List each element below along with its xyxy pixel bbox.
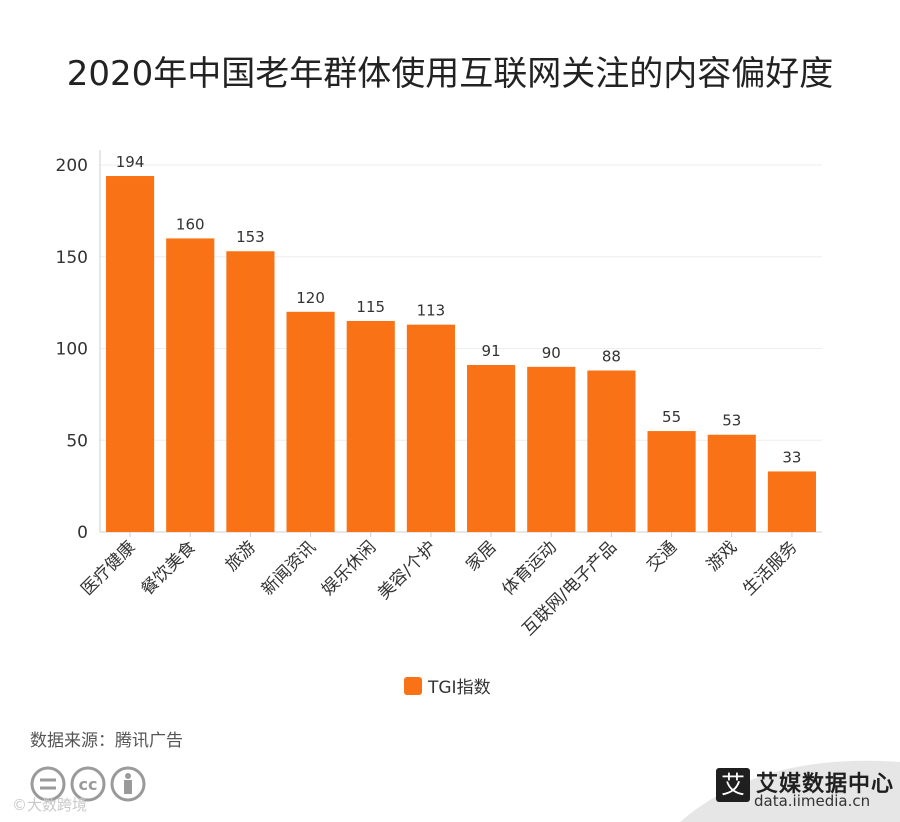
bar — [767, 471, 816, 532]
svg-text:cc: cc — [79, 775, 98, 794]
data-label: 90 — [542, 344, 561, 362]
data-label: 91 — [482, 342, 501, 360]
x-tick-label: 餐饮美食 — [138, 537, 200, 599]
data-labels: 194 160 153 120 115 113 91 90 88 55 53 33 — [116, 153, 802, 466]
y-tick-label: 0 — [77, 523, 88, 543]
x-tick-label: 旅游 — [222, 537, 260, 575]
person-icon — [110, 766, 146, 802]
y-tick-label: 100 — [56, 340, 88, 360]
data-label: 88 — [602, 348, 621, 366]
data-label: 120 — [296, 289, 325, 307]
data-label: 115 — [356, 298, 385, 316]
bar — [106, 176, 155, 532]
bar — [467, 365, 516, 532]
data-label: 53 — [722, 412, 741, 430]
grid-lines — [100, 164, 822, 441]
data-label: 33 — [782, 448, 801, 466]
x-tick-label: 生活服务 — [739, 537, 801, 599]
brand-name: 艾媒数据中心 — [756, 772, 895, 797]
bar — [587, 370, 636, 532]
y-tick-label: 50 — [66, 431, 88, 451]
brand-band — [680, 760, 900, 822]
brand-url: data.iimedia.cn — [754, 792, 871, 810]
bar — [346, 320, 395, 532]
data-label: 153 — [236, 228, 265, 246]
x-tick-label: 家居 — [462, 537, 500, 575]
chart-title: 2020年中国老年群体使用互联网关注的内容偏好度 — [66, 54, 834, 94]
x-tick-labels: 医疗健康餐饮美食 旅游新闻资讯娱乐休闲美容/个护 家居体育运动互联网/电子产品 交通游… — [77, 537, 801, 639]
axes — [99, 150, 822, 537]
x-tick-label: 新闻资讯 — [258, 537, 320, 599]
x-tick-label: 医疗健康 — [77, 537, 139, 599]
x-tick-label: 娱乐休闲 — [318, 537, 380, 599]
data-label: 113 — [417, 302, 446, 320]
equal-icon — [30, 766, 66, 802]
x-tick-label: 体育运动 — [499, 537, 561, 599]
y-tick-label: 150 — [56, 248, 88, 268]
data-label: 55 — [662, 408, 681, 426]
watermark: ©大数跨境 — [12, 796, 88, 814]
bar — [226, 251, 275, 532]
y-tick-labels: 0 50 100 150 200 — [56, 156, 88, 543]
legend: TGI指数 — [404, 677, 491, 698]
bar — [647, 431, 696, 532]
x-tick-label: 交通 — [643, 537, 681, 575]
bar — [707, 434, 756, 532]
x-tick-label: 美容/个护 — [374, 537, 440, 603]
bar — [286, 311, 335, 532]
brand-logo: 艾 — [716, 768, 750, 802]
bar-chart: 194 160 153 120 115 113 91 90 88 55 53 33 医疗健康餐饮美食旅… — [56, 150, 822, 698]
data-label: 160 — [176, 215, 205, 233]
source-note: 数据来源：腾讯广告 — [30, 731, 183, 751]
legend-swatch — [404, 677, 422, 695]
x-tick-label: 游戏 — [703, 537, 741, 575]
cc-icon: cc — [70, 766, 106, 802]
legend-label: TGI指数 — [427, 678, 491, 698]
data-label: 194 — [116, 153, 145, 171]
bar — [527, 366, 576, 532]
license-icons: cc — [30, 766, 150, 806]
bar — [406, 324, 455, 532]
bar — [166, 238, 215, 532]
bars — [106, 176, 816, 532]
legend-item[interactable]: TGI指数 — [404, 677, 491, 698]
y-tick-label: 200 — [56, 156, 88, 176]
